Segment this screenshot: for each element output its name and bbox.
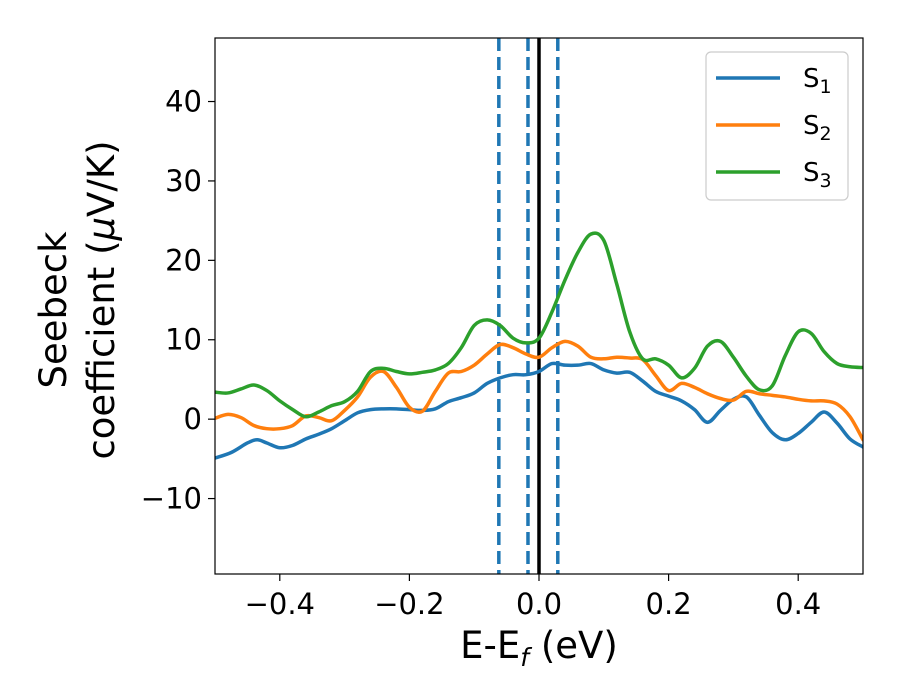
y-tick-label: −10 <box>141 482 202 516</box>
y-axis-label-unit: V/K) <box>80 140 123 216</box>
x-tick-label: 0.2 <box>646 587 692 621</box>
x-axis-label-unit: (eV) <box>529 624 618 667</box>
x-tick-label: 0.4 <box>775 587 821 621</box>
y-tick-label: 40 <box>165 85 202 119</box>
x-tick-label: −0.4 <box>245 587 315 621</box>
x-tick-label: 0.0 <box>516 587 562 621</box>
legend-label-s1: S1 <box>803 64 832 98</box>
legend-label-s2: S2 <box>803 111 832 145</box>
y-axis-label-line1: Seebeck <box>32 231 75 389</box>
x-tick-label: −0.2 <box>374 587 444 621</box>
y-tick-label: 10 <box>165 323 202 357</box>
series-line-s2 <box>215 339 863 442</box>
y-axis-label-line2: coefficient (μV/K) <box>80 140 123 459</box>
y-tick-label: 30 <box>165 164 202 198</box>
x-axis-label: E-Ef (eV) <box>460 624 618 672</box>
series-line-s1 <box>215 361 863 460</box>
y-axis-label-mu: μ <box>80 217 123 242</box>
y-tick-label: 0 <box>184 402 202 436</box>
y-tick-label: 20 <box>165 243 202 277</box>
series-line-s3 <box>215 231 863 419</box>
legend-label-s3: S3 <box>803 158 832 192</box>
legend: S1 S2 S3 <box>705 51 849 201</box>
